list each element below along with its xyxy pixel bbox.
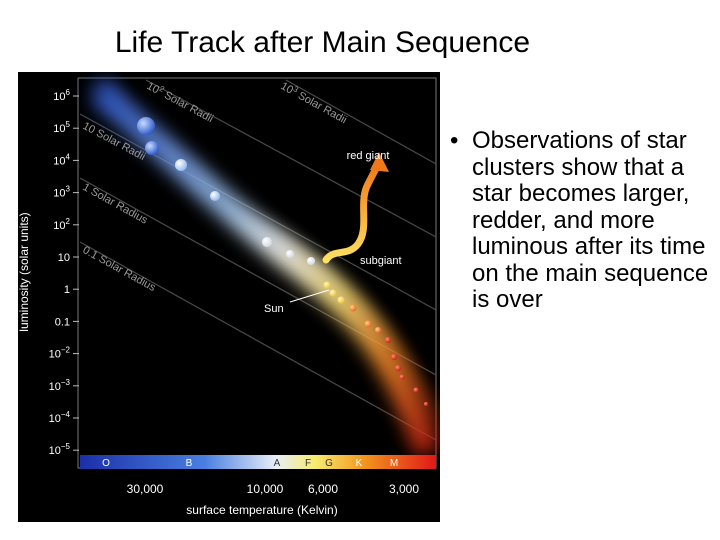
star-k-type [349, 304, 357, 312]
star-f-type [286, 250, 294, 258]
y-tick-label: 104 [53, 152, 70, 167]
bullet-marker: • [450, 127, 459, 154]
star-m-type [413, 387, 419, 393]
radius-line-10 [79, 113, 437, 311]
radius-line-label: 1 Solar Radius [81, 181, 150, 227]
star-m-type [385, 337, 391, 343]
spectral-class-label: A [274, 458, 281, 469]
star-k-type [375, 327, 381, 333]
radius-line-0.1 [79, 241, 437, 441]
star-b-type [145, 141, 159, 155]
radius-line-100 [145, 79, 437, 238]
star-a-type [262, 237, 272, 247]
red-giant-label: red giant [347, 150, 390, 162]
x-axis-label: surface temperature (Kelvin) [186, 503, 337, 517]
bullet-list: • Observations of star clusters show tha… [446, 127, 712, 314]
star-m-type [395, 365, 401, 371]
hr-diagram-svg: red giant subgiant Sun 103 Solar Radii10… [18, 77, 440, 517]
radius-line-label: 103 Solar Radii [279, 78, 350, 126]
radius-line-label: 102 Solar Radii [145, 78, 217, 125]
radius-line-1000 [285, 79, 437, 165]
y-tick-label: 1 [64, 284, 70, 296]
spectral-class-label: O [102, 458, 110, 469]
x-tick-label: 10,000 [247, 482, 284, 496]
y-tick-label: 102 [53, 217, 70, 232]
star-b-type [175, 159, 187, 171]
main-sequence-stars [137, 117, 428, 406]
hr-diagram: red giant subgiant Sun 103 Solar Radii 10… [18, 72, 440, 522]
bullet-text: Observations of star clusters show that … [472, 127, 709, 313]
y-tick-label: 0.1 [55, 316, 70, 328]
sun-pointer [289, 289, 330, 303]
radius-line-label: 0.1 Solar Radius [81, 244, 158, 294]
y-tick-label: 106 [53, 88, 70, 103]
track-arrowhead [370, 152, 389, 172]
sun-star [329, 289, 337, 297]
spectral-class-label: B [186, 458, 193, 469]
star-f-type [307, 257, 315, 265]
y-tick-label: 103 [53, 185, 70, 200]
sun-label: Sun [264, 303, 284, 315]
y-tick-label: 10−2 [49, 346, 71, 361]
slide-title: Life Track after Main Sequence [114, 26, 531, 59]
subgiant-label: subgiant [360, 255, 402, 267]
star-g-type [337, 296, 345, 304]
y-tick-label: 10−4 [49, 410, 71, 425]
y-tick-label: 10−5 [49, 442, 71, 457]
y-tick-label: 105 [53, 120, 70, 135]
spectral-class-label: G [325, 458, 333, 469]
spectral-class-label: M [390, 458, 398, 469]
star-m-type [391, 354, 397, 360]
star-k-type [364, 320, 372, 328]
star-a-type [210, 191, 220, 201]
spectral-class-bar [80, 455, 436, 469]
y-tick-label: 10−3 [49, 378, 71, 393]
y-axis-label: luminosity (solar units) [18, 212, 31, 331]
spectral-class-label: K [356, 458, 363, 469]
x-tick-labels: 30,000 10,000 6,000 3,000 [127, 482, 420, 496]
x-tick-label: 6,000 [308, 482, 338, 496]
x-tick-label: 30,000 [127, 482, 164, 496]
x-tick-label: 3,000 [389, 482, 419, 496]
star-g-type [323, 281, 331, 289]
y-tick-label: 10 [58, 252, 70, 264]
star-m-type [399, 374, 405, 380]
spectral-class-label: F [305, 458, 311, 469]
star-o-type [137, 117, 155, 135]
star-m-type [424, 402, 428, 406]
red-giant-track [322, 160, 383, 264]
